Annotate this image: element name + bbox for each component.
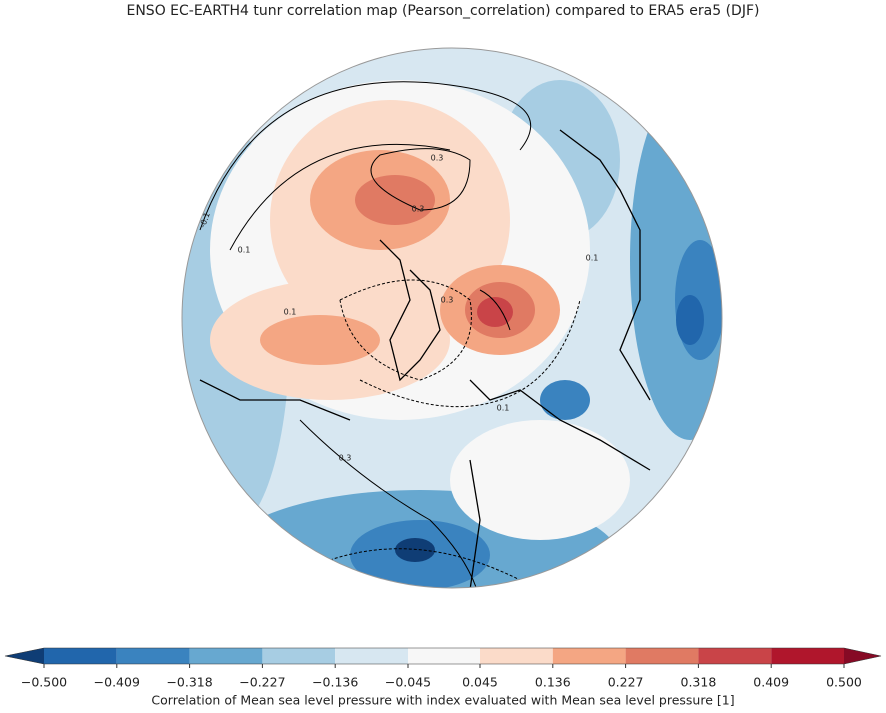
colorbar-bin bbox=[335, 648, 408, 664]
colorbar-tick-label: −0.500 bbox=[21, 675, 67, 690]
contour-label: 0.3 bbox=[412, 205, 425, 214]
colorbar-tick-label: −0.045 bbox=[385, 675, 431, 690]
map-border bbox=[181, 47, 723, 589]
contour-label: 0.1 bbox=[586, 254, 599, 263]
colorbar-bin bbox=[552, 648, 626, 664]
colorbar-bin bbox=[408, 648, 480, 664]
colorbar-tick-label: 0.409 bbox=[753, 675, 789, 690]
colorbar-tick-label: 0.227 bbox=[608, 675, 644, 690]
contour-label: 0.3 bbox=[441, 296, 454, 305]
contour-label: 0.1 bbox=[238, 246, 251, 255]
contour-label: 0.1 bbox=[497, 404, 510, 413]
colorbar-label: Correlation of Mean sea level pressure w… bbox=[151, 693, 734, 708]
colorbar-tick-label: −0.227 bbox=[239, 675, 285, 690]
colorbar-extend-low bbox=[5, 648, 44, 664]
colorbar-tick-label: −0.136 bbox=[312, 675, 358, 690]
colorbar-bin bbox=[116, 648, 190, 664]
colorbar-tick-label: 0.500 bbox=[826, 675, 862, 690]
colorbar-tick-label: 0.045 bbox=[462, 675, 498, 690]
colorbar-bin bbox=[625, 648, 699, 664]
colorbar-bin bbox=[44, 648, 117, 664]
colorbar-bin bbox=[189, 648, 263, 664]
map: 0.30.30.1-0.10.10.30.10.30.1 bbox=[182, 48, 722, 588]
colorbar-tick-label: −0.409 bbox=[94, 675, 140, 690]
colorbar-bin bbox=[771, 648, 844, 664]
contour-label: 0.3 bbox=[431, 154, 444, 163]
colorbar-bin bbox=[480, 648, 553, 664]
colorbar-tick-label: 0.136 bbox=[535, 675, 571, 690]
title: ENSO EC-EARTH4 tunr correlation map (Pea… bbox=[126, 3, 759, 19]
colorbar-bin bbox=[262, 648, 336, 664]
contour-label: 0.1 bbox=[284, 308, 297, 317]
colorbar: −0.500 −0.409 −0.318 −0.227 −0.136 −0.045 0.04… bbox=[4, 647, 882, 690]
colorbar-extend-high bbox=[844, 648, 881, 664]
colorbar-tick-label: −0.318 bbox=[166, 675, 212, 690]
contour-label: 0.3 bbox=[339, 454, 352, 463]
colorbar-tick-label: 0.318 bbox=[681, 675, 717, 690]
colorbar-bin bbox=[698, 648, 772, 664]
